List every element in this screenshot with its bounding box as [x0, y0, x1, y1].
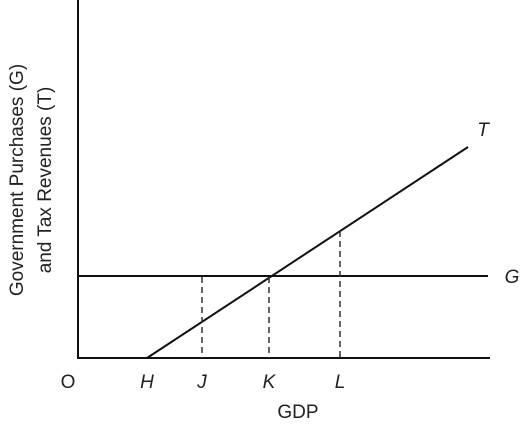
point-label: K: [263, 372, 277, 393]
point-label: L: [335, 372, 346, 393]
y-axis-label: Government Purchases (G): [7, 64, 28, 296]
x-axis-label: GDP: [277, 402, 318, 423]
t-line: [146, 146, 469, 359]
point-label: J: [196, 372, 207, 393]
t-label: T: [477, 120, 490, 141]
y-axis-label: and Tax Revenues (T): [35, 87, 56, 274]
origin-label: O: [61, 372, 76, 393]
g-label: G: [505, 267, 520, 288]
point-label: H: [140, 372, 154, 393]
